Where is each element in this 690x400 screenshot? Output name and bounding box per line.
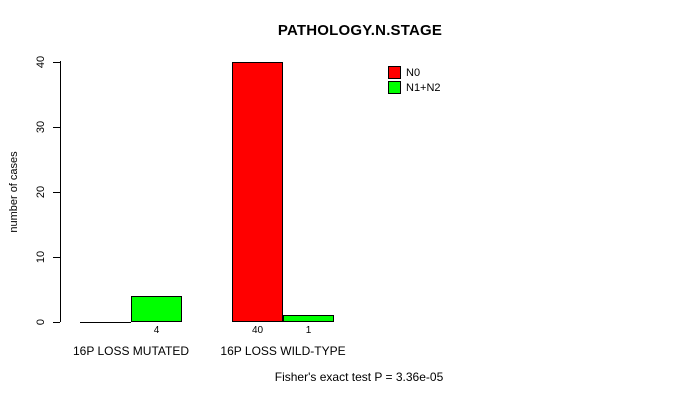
- legend-swatch-n1n2: [388, 81, 401, 94]
- legend-item-n1n2: N1+N2: [388, 80, 441, 95]
- y-tick-10: [53, 257, 60, 258]
- bar-n0-group1: [80, 322, 131, 323]
- bar-n0-group2: [232, 62, 283, 322]
- bar-value-label: 1: [305, 325, 312, 336]
- category-label-1: 16P LOSS MUTATED: [72, 344, 190, 358]
- fishers-test-annotation: Fisher's exact test P = 3.36e-05: [274, 370, 444, 384]
- y-tick-label-20: 20: [35, 185, 47, 199]
- y-axis-line: [60, 61, 61, 322]
- legend-label-n0: N0: [406, 66, 421, 79]
- legend-swatch-n0: [388, 66, 401, 79]
- y-tick-40: [53, 62, 60, 63]
- y-tick-label-30: 30: [35, 120, 47, 134]
- y-axis-title: number of cases: [8, 151, 20, 233]
- bar-value-label: 4: [153, 325, 160, 336]
- legend-label-n1n2: N1+N2: [406, 81, 441, 94]
- chart-title: PATHOLOGY.N.STAGE: [277, 22, 443, 39]
- legend-item-n0: N0: [388, 65, 441, 80]
- y-tick-0: [53, 322, 60, 323]
- bar-value-label: 40: [251, 325, 264, 336]
- y-tick-label-0: 0: [35, 318, 47, 326]
- category-label-2: 16P LOSS WILD-TYPE: [220, 344, 346, 358]
- bar-n1n2-group1: [131, 296, 182, 322]
- y-tick-30: [53, 127, 60, 128]
- y-tick-20: [53, 192, 60, 193]
- bar-n1n2-group2: [283, 315, 334, 322]
- y-tick-label-40: 40: [35, 55, 47, 69]
- legend: N0 N1+N2: [388, 65, 441, 95]
- y-tick-label-10: 10: [35, 250, 47, 264]
